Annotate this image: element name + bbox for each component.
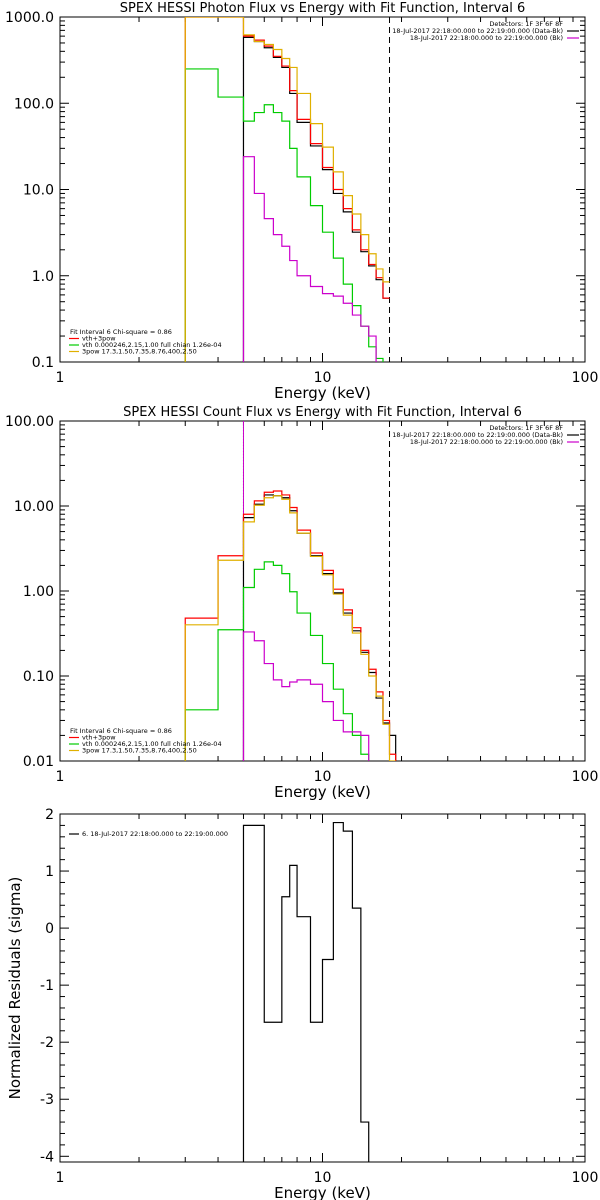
y-tick-label: 1.0 <box>32 269 54 285</box>
y-tick-label: 0.10 <box>23 669 54 685</box>
y-tick-label: 1000.0 <box>5 10 54 26</box>
y-axis-label: Normalized Residuals (sigma) <box>6 877 24 1100</box>
x-tick-label: 10 <box>314 769 332 785</box>
legend-entry: Detectors: 1F 3F 6F 8F <box>489 424 563 432</box>
chart-panel-3: 1 10 100 -4 -3 -2 -1 0 1 2 Energy (keV) Normalized … <box>6 807 598 1200</box>
series-line-3 <box>184 68 384 362</box>
legend-entry: 6. 18-Jul-2017 22:18:00.000 to 22:19:00.… <box>82 830 228 838</box>
legend-entry: Fit Interval 6 Chi-square = 0.86 <box>70 328 172 336</box>
series-line-1 <box>242 494 397 761</box>
y-tick-label: -2 <box>40 1035 54 1051</box>
legend-entry: 18-Jul-2017 22:18:00.000 to 22:19:00.000… <box>392 431 563 439</box>
plot-area <box>184 421 397 761</box>
x-tick-label: 1 <box>56 1170 65 1186</box>
x-tick-label: 10 <box>314 370 332 386</box>
x-tick-label: 100 <box>572 769 599 785</box>
x-tick-label: 1 <box>56 370 65 386</box>
legend-entry: 3pow 17.3,1.50,7.35,8.76,400,2.50 <box>82 747 197 755</box>
legend-entry: 18-Jul-2017 22:18:00.000 to 22:19:00.000… <box>410 438 563 446</box>
chart-panel-1: 1 10 100 0.1 1.0 10.0 100.0 1000.0 SPEX HESSI Ph… <box>5 1 598 402</box>
series-line-2 <box>184 490 397 761</box>
x-axis-label: Energy (keV) <box>274 783 371 801</box>
x-axis-label: Energy (keV) <box>274 1184 371 1200</box>
chart-title: SPEX HESSI Photon Flux vs Energy with Fi… <box>120 1 526 16</box>
series-line-1 <box>242 821 370 1162</box>
series-line-3 <box>184 561 370 761</box>
legend-entry: 18-Jul-2017 22:18:00.000 to 22:19:00.000… <box>410 34 563 42</box>
legend-entry: vth+3pow <box>82 734 116 742</box>
plot-frame <box>59 16 586 363</box>
y-tick-label: -3 <box>40 1092 54 1108</box>
plot-area <box>184 17 391 362</box>
x-axis-label: Energy (keV) <box>274 384 371 402</box>
legend-entry: Fit Interval 6 Chi-square = 0.86 <box>70 727 172 735</box>
series-line-4 <box>242 631 370 761</box>
y-tick-label: 100.00 <box>5 414 54 430</box>
y-tick-label: 1 <box>45 864 54 880</box>
series-line-5 <box>184 17 390 362</box>
legend-entry: vth 0.000246,2.15,1.00 full chian 1.26e-… <box>82 341 222 349</box>
y-tick-label: 0.1 <box>32 355 54 371</box>
y-tick-label: -1 <box>40 978 54 994</box>
chart-panel-2: 1 10 100 0.01 0.10 1.00 10.00 100.00 SPEX HESSI … <box>5 405 598 801</box>
legend-entry: 18-Jul-2017 22:18:00.000 to 22:19:00.000… <box>392 27 563 35</box>
y-tick-label: 2 <box>45 807 54 823</box>
plot-area <box>242 821 370 1162</box>
plot-frame <box>59 420 586 762</box>
y-tick-label: 1.00 <box>23 584 54 600</box>
x-tick-label: 100 <box>572 1170 599 1186</box>
series-line-5 <box>184 495 396 761</box>
y-tick-label: 0 <box>45 921 54 937</box>
legend-entry: 3pow 17.3,1.50,7.35,8.76,400,2.50 <box>82 348 197 356</box>
legend-entry: vth 0.000246,2.15,1.00 full chian 1.26e-… <box>82 740 222 748</box>
y-tick-label: 0.01 <box>23 754 54 770</box>
x-tick-label: 10 <box>314 1170 332 1186</box>
series-line-4 <box>242 156 377 362</box>
y-tick-label: 100.0 <box>14 96 54 112</box>
y-tick-label: 10.0 <box>23 183 54 199</box>
chart-title: SPEX HESSI Count Flux vs Energy with Fit… <box>123 405 522 420</box>
y-tick-label: -4 <box>40 1149 54 1165</box>
legend-entry: Detectors: 1F 3F 6F 8F <box>489 20 563 28</box>
legend-entry: vth+3pow <box>82 335 116 343</box>
x-tick-label: 1 <box>56 769 65 785</box>
series-line-1 <box>242 36 390 362</box>
x-tick-label: 100 <box>572 370 599 386</box>
y-tick-label: 10.00 <box>14 499 54 515</box>
